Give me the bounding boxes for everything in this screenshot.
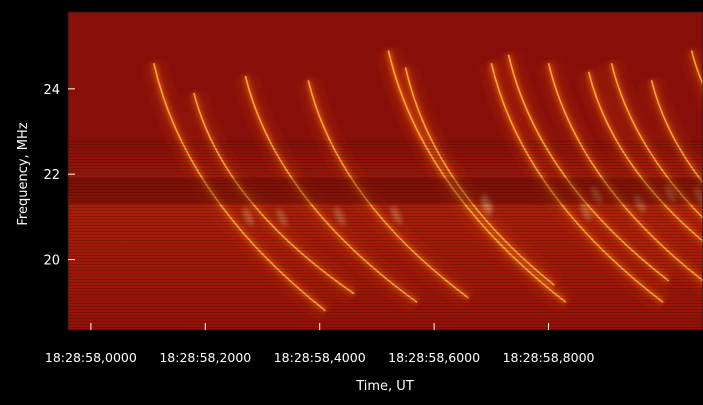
plot-frame xyxy=(67,11,703,331)
y-tick-label: 20 xyxy=(43,254,60,269)
y-axis-ticks: 20 22 24 xyxy=(43,83,75,269)
x-axis-label: Time, UT xyxy=(355,379,414,394)
x-tick-label: 18:28:58,4000 xyxy=(274,350,366,365)
x-tick-label: 18:28:58,8000 xyxy=(503,350,595,365)
y-tick-label: 22 xyxy=(43,168,60,183)
x-tick-label: 18:28:58,0000 xyxy=(45,350,137,365)
x-axis-ticks: 18:28:58,0000 18:28:58,2000 18:28:58,4000 1… xyxy=(45,323,595,365)
plot-area xyxy=(68,12,703,330)
scanline-texture xyxy=(68,140,703,330)
x-tick-label: 18:28:58,6000 xyxy=(388,350,480,365)
y-tick-label: 24 xyxy=(43,83,60,98)
y-axis-label: Frequency, MHz xyxy=(16,122,31,225)
dark-stripe xyxy=(68,178,703,204)
burst-ridge xyxy=(690,50,703,87)
x-tick-label: 18:28:58,2000 xyxy=(159,350,251,365)
